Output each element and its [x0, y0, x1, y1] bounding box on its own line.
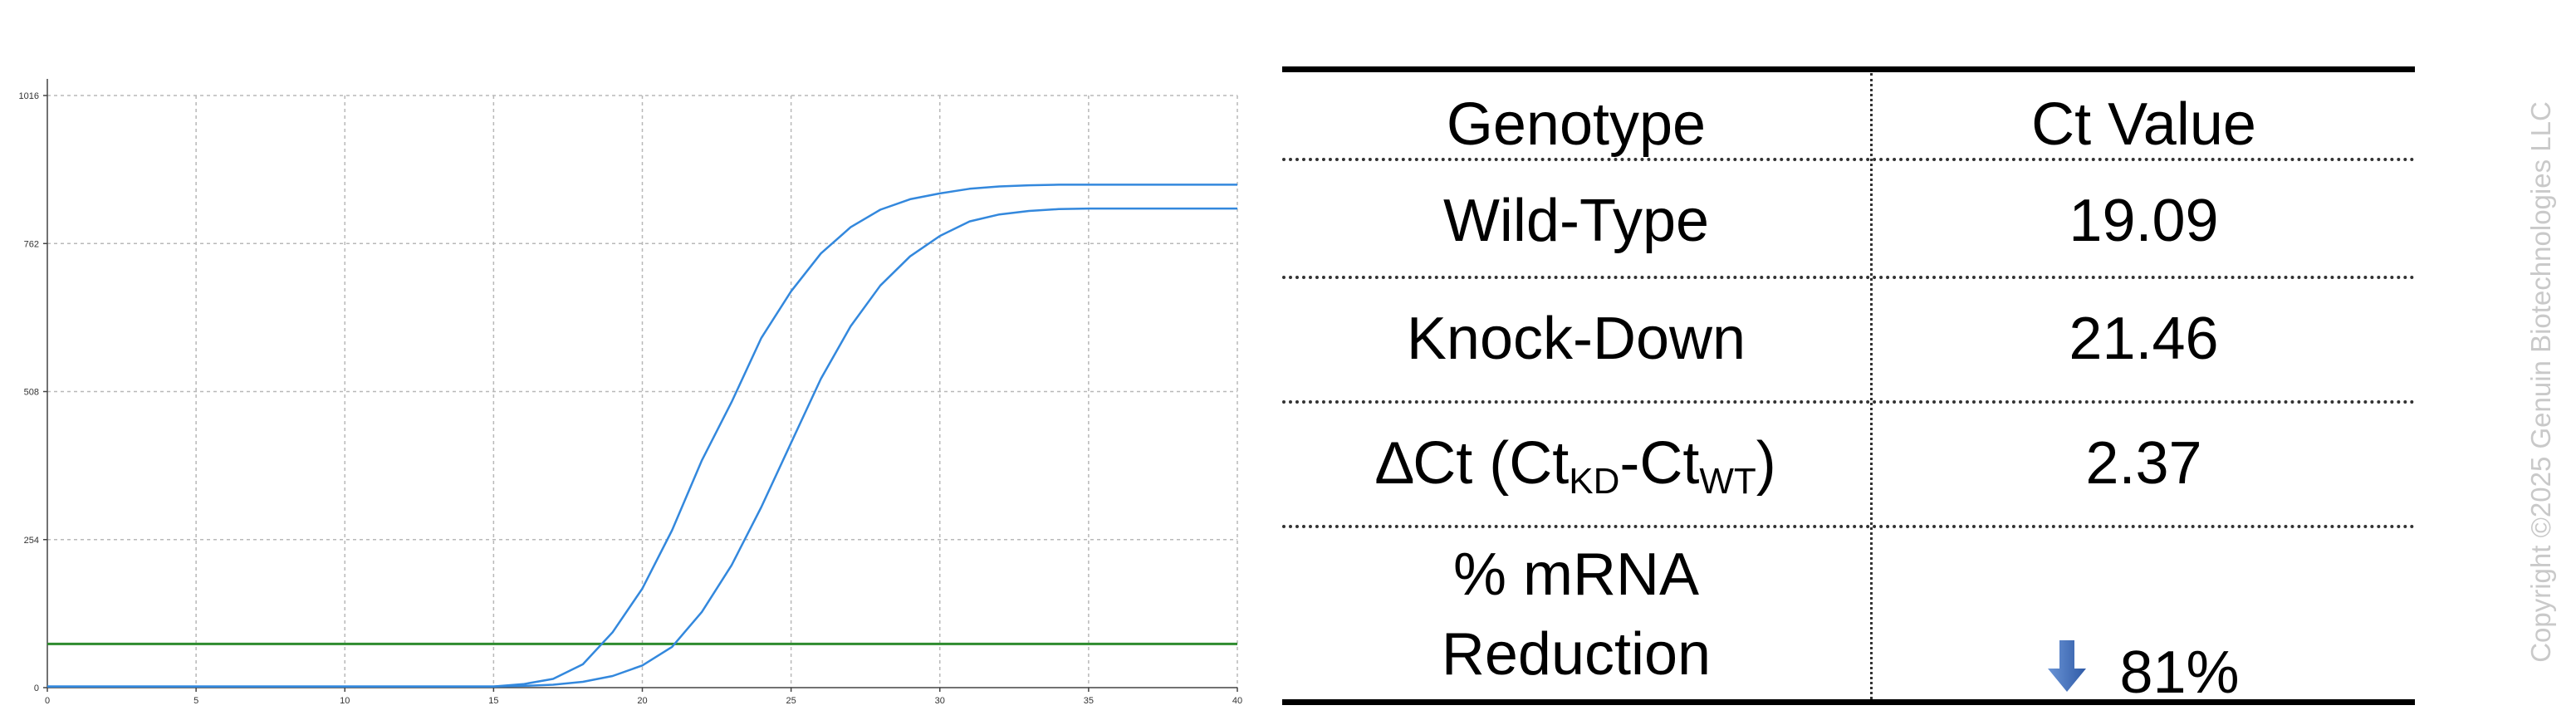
- chart-axes: [43, 79, 1238, 692]
- x-tick-label: 30: [935, 696, 945, 706]
- row-divider: [1282, 158, 2415, 161]
- reduction-label-line2: Reduction: [1441, 621, 1712, 688]
- y-tick-label: 254: [24, 536, 39, 546]
- table-column-divider: [1870, 73, 1873, 699]
- x-tick-label: 0: [45, 696, 50, 706]
- chart-tick-labels: 0 5 10 15 20 25 30 35 40 0 254 508 762 1016: [19, 91, 1243, 706]
- subscript-wt: WT: [1699, 461, 1756, 502]
- genotype-wild-type: Wild-Type: [1442, 188, 1710, 254]
- amplification-chart: 0 5 10 15 20 25 30 35 40 0 254 508 762 1016: [19, 79, 1243, 706]
- genotype-knock-down: Knock-Down: [1406, 306, 1746, 372]
- amplification-curves: [47, 184, 1237, 688]
- reduction-value: 81%: [2119, 639, 2240, 706]
- x-tick-label: 20: [637, 696, 647, 706]
- y-tick-label: 0: [34, 683, 39, 693]
- y-tick-label: 1016: [19, 91, 39, 101]
- table-top-rule: [1282, 66, 2415, 72]
- delta-symbol: ∆: [1376, 430, 1413, 497]
- x-tick-label: 25: [786, 696, 796, 706]
- ct-results-table: Genotype Ct Value Wild-Type 19.09 Knock-…: [1282, 66, 2415, 706]
- delta-ct-label: ∆ Ct (Ct KD -Ct WT): [1282, 405, 1870, 522]
- table-bottom-rule: [1282, 699, 2415, 705]
- down-arrow-icon: [2048, 640, 2087, 692]
- delta-ct-text: Ct (Ct: [1413, 430, 1570, 497]
- y-tick-label: 508: [24, 388, 39, 398]
- copyright-watermark: Copyright ©2025 Genuin Biotechnologies L…: [2525, 101, 2556, 663]
- delta-ct-end: ): [1756, 430, 1776, 497]
- subscript-kd: KD: [1569, 461, 1620, 502]
- header-ct-value: Ct Value: [2031, 91, 2256, 158]
- row-divider: [1282, 400, 2415, 404]
- delta-ct-mid: -Ct: [1619, 430, 1700, 497]
- header-genotype: Genotype: [1446, 91, 1707, 158]
- x-tick-label: 15: [488, 696, 498, 706]
- x-tick-label: 5: [193, 696, 198, 706]
- reduction-value-cell: 81%: [1873, 639, 2415, 706]
- ct-wild-type: 19.09: [2069, 188, 2219, 254]
- row-divider: [1282, 525, 2415, 528]
- x-tick-label: 10: [340, 696, 350, 706]
- y-tick-label: 762: [24, 239, 39, 249]
- reduction-label-line1: % mRNA: [1452, 541, 1699, 608]
- row-divider: [1282, 276, 2415, 279]
- reduction-label: % mRNA Reduction: [1282, 532, 1870, 698]
- amplification-curve-2: [47, 207, 1237, 688]
- x-tick-label: 35: [1084, 696, 1094, 706]
- ct-knock-down: 21.46: [2069, 306, 2219, 372]
- delta-ct-value: 2.37: [2085, 430, 2202, 497]
- x-tick-label: 40: [1232, 696, 1242, 706]
